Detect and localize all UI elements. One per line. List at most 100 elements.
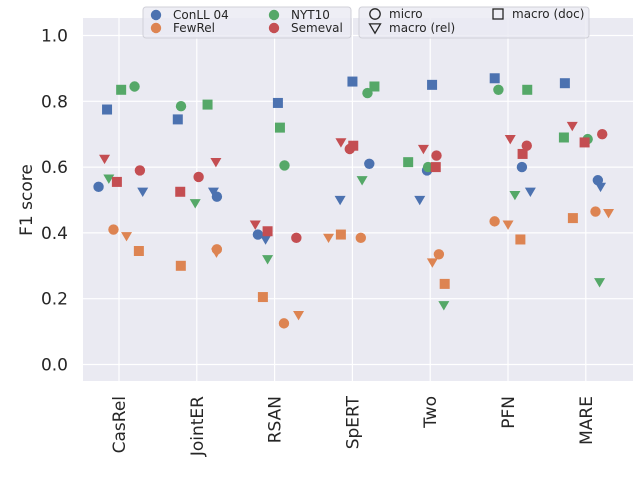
data-point <box>438 301 450 311</box>
data-point <box>414 195 426 206</box>
legend-marker <box>268 9 280 21</box>
data-point <box>356 176 368 186</box>
legend-label: micro <box>389 7 423 21</box>
legend-label: NYT10 <box>291 8 330 22</box>
y-tick-label: 0.4 <box>41 224 68 244</box>
data-point <box>129 81 140 92</box>
data-point <box>103 174 115 184</box>
y-tick-label: 0.6 <box>41 158 68 178</box>
x-tick-label: RSAN <box>266 396 286 443</box>
data-point <box>347 76 358 87</box>
legend-marker <box>492 8 504 20</box>
data-point <box>293 311 305 321</box>
data-point <box>262 255 274 265</box>
data-point <box>210 248 222 258</box>
data-point <box>249 220 261 230</box>
x-tick-label: PFN <box>499 396 519 429</box>
data-point <box>262 226 273 237</box>
data-point <box>522 84 533 95</box>
data-point <box>175 260 186 271</box>
data-point <box>335 138 347 148</box>
x-tick-labels: CasRel JointER RSAN SpERT Two PFN MARE <box>110 395 597 457</box>
data-point <box>334 195 346 206</box>
data-point <box>108 224 119 235</box>
data-point <box>509 190 521 201</box>
data-point <box>279 160 290 171</box>
legend-marker <box>268 22 280 34</box>
y-tick-label: 0.0 <box>41 356 68 376</box>
data-point <box>121 232 133 242</box>
data-point <box>517 148 528 159</box>
data-point <box>134 165 146 176</box>
legend-label: Semeval <box>291 21 343 35</box>
data-point <box>597 129 608 140</box>
data-point <box>590 206 601 217</box>
data-point <box>175 101 187 112</box>
data-point <box>99 154 111 165</box>
legend-label: macro (doc) <box>512 7 584 21</box>
data-point <box>566 121 578 132</box>
legend-marker <box>368 23 382 35</box>
data-point <box>323 233 335 244</box>
y-tick-label: 0.8 <box>41 92 68 112</box>
data-point <box>594 278 606 288</box>
legend-label: FewRel <box>173 21 215 35</box>
plot-background <box>83 18 633 381</box>
legend-marker <box>150 22 162 34</box>
x-tick-label: CasRel <box>110 396 130 453</box>
y-tick-labels: 0.0 0.2 0.4 0.6 0.8 1.0 <box>41 27 68 376</box>
y-tick-label: 0.2 <box>41 290 68 310</box>
data-point <box>567 213 578 224</box>
data-point <box>521 140 532 151</box>
data-point <box>137 187 149 197</box>
data-point <box>504 135 516 145</box>
data-point <box>579 137 590 148</box>
data-point <box>430 162 441 173</box>
data-point <box>524 187 536 197</box>
data-point <box>355 232 366 244</box>
x-tick-label: SpERT <box>343 395 363 449</box>
data-point <box>93 181 104 193</box>
legend-label: ConLL 04 <box>173 8 229 22</box>
data-point <box>403 157 414 168</box>
data-point <box>252 229 264 240</box>
data-point <box>502 220 514 230</box>
data-point <box>493 84 504 95</box>
data-point <box>189 199 201 209</box>
data-point <box>210 158 222 168</box>
data-point <box>175 186 186 197</box>
data-point <box>207 187 219 197</box>
y-tick-label: 1.0 <box>41 27 68 47</box>
data-point <box>417 144 429 155</box>
data-point <box>422 161 434 173</box>
data-point <box>364 158 375 170</box>
data-point <box>257 292 268 303</box>
legend-datasets-box <box>142 6 352 39</box>
data-point <box>202 99 213 110</box>
legend-marker <box>150 9 162 21</box>
data-point <box>172 114 183 125</box>
data-point <box>516 161 528 173</box>
data-point <box>595 182 607 193</box>
x-tick-label: MARE <box>577 396 597 445</box>
data-point <box>102 104 113 115</box>
x-tick-label: Two <box>421 396 441 429</box>
y-axis-label: F1 score <box>17 164 37 236</box>
legend-marker <box>369 8 381 20</box>
data-point <box>274 122 285 133</box>
data-points <box>93 73 615 329</box>
data-point <box>291 232 302 244</box>
data-point <box>133 245 144 256</box>
data-point <box>431 150 442 161</box>
data-point <box>559 78 570 89</box>
data-point <box>427 79 438 90</box>
data-point <box>439 278 450 289</box>
data-point <box>426 258 438 268</box>
data-point <box>515 234 526 245</box>
data-point <box>278 318 290 329</box>
data-point <box>369 81 380 92</box>
x-tick-label: JointER <box>188 396 208 457</box>
data-point <box>603 209 615 219</box>
